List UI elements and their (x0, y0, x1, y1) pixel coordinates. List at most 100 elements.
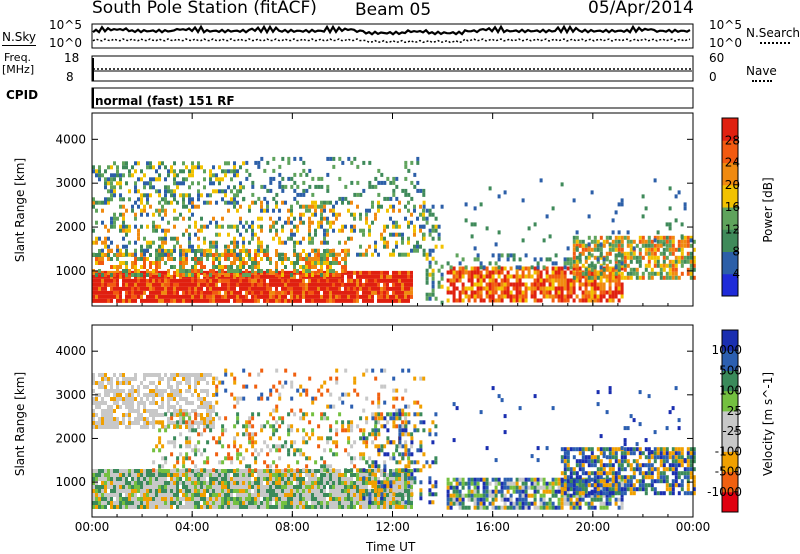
heatmap-cell (287, 469, 290, 473)
heatmap-cell (296, 468, 300, 473)
heatmap-cell (161, 393, 164, 397)
heatmap-cell (236, 448, 240, 453)
heatmap-cell (536, 261, 540, 266)
heatmap-cell (566, 266, 570, 271)
heatmap-cell (365, 396, 369, 401)
heatmap-cell (101, 477, 104, 481)
heatmap-cell (179, 181, 182, 186)
heatmap-cell (140, 497, 143, 501)
heatmap-cell (170, 477, 173, 481)
heatmap-cell (467, 274, 471, 279)
heatmap-cell (281, 240, 284, 245)
heatmap-cell (116, 381, 119, 385)
heatmap-cell (302, 278, 305, 283)
heatmap-cell (137, 477, 140, 481)
heatmap-cell (107, 177, 110, 182)
heatmap-cell (350, 501, 353, 505)
heatmap-cell (428, 232, 432, 237)
heatmap-cell (95, 485, 98, 489)
heatmap-cell (392, 497, 395, 501)
heatmap-cell (119, 294, 122, 299)
heatmap-cell (683, 255, 687, 260)
heatmap-cell (233, 396, 237, 401)
heatmap-cell (188, 248, 191, 253)
heatmap-cell (347, 270, 350, 275)
heatmap-cell (599, 294, 603, 299)
heatmap-cell (209, 269, 212, 273)
heatmap-cell (128, 240, 131, 245)
heatmap-cell (164, 165, 167, 170)
heatmap-cell (365, 278, 368, 283)
heatmap-cell (227, 505, 230, 509)
heatmap-cell (344, 294, 347, 299)
heatmap-cell (536, 270, 540, 275)
heatmap-cell (188, 244, 191, 249)
heatmap-cell (98, 497, 101, 501)
heatmap-cell (140, 248, 143, 253)
heatmap-cell (170, 249, 173, 253)
heatmap-cell (344, 298, 347, 303)
heatmap-cell (395, 282, 398, 287)
heatmap-cell (122, 497, 125, 501)
heatmap-cell (179, 421, 182, 425)
heatmap-cell (299, 274, 302, 279)
heatmap-cell (290, 184, 294, 189)
heatmap-cell (119, 286, 122, 291)
heatmap-cell (110, 165, 113, 170)
heatmap-cell (236, 505, 239, 509)
heatmap-cell (137, 473, 140, 477)
heatmap-cell (134, 377, 137, 381)
heatmap-cell (101, 501, 104, 505)
heatmap-cell (329, 220, 332, 225)
heatmap-cell (131, 393, 134, 397)
heatmap-cell (602, 286, 606, 291)
heatmap-cell (119, 265, 122, 269)
heatmap-cell (167, 473, 170, 477)
heatmap-cell (359, 477, 362, 481)
heatmap-cell (251, 184, 255, 189)
heatmap-cell (116, 385, 119, 389)
heatmap-cell (275, 497, 278, 501)
heatmap-cell (218, 501, 221, 505)
heatmap-cell (215, 501, 218, 505)
heatmap-cell (194, 381, 197, 385)
heatmap-cell (347, 200, 350, 205)
heatmap-cell (356, 204, 359, 209)
heatmap-cell (233, 485, 236, 489)
heatmap-cell (221, 460, 225, 465)
heatmap-cell (329, 428, 333, 433)
heatmap-cell (614, 282, 618, 287)
heatmap-cell (590, 261, 594, 266)
heatmap-cell (314, 497, 317, 501)
heatmap-cell (395, 485, 398, 489)
heatmap-cell (209, 240, 212, 245)
heatmap-cell (293, 265, 296, 269)
heatmap-cell (197, 273, 200, 277)
heatmap-cell (212, 497, 215, 501)
heatmap-cell (128, 489, 131, 493)
heatmap-cell (317, 274, 320, 279)
heatmap-cell (290, 208, 293, 213)
heatmap-cell (563, 298, 567, 303)
heatmap-cell (305, 456, 309, 461)
heatmap-cell (149, 185, 152, 190)
heatmap-cell (350, 481, 353, 485)
heatmap-cell (350, 460, 354, 465)
heatmap-cell (620, 235, 624, 240)
heatmap-cell (188, 185, 191, 190)
heatmap-cell (389, 416, 393, 421)
heatmap-cell (278, 270, 281, 275)
heatmap-cell (194, 428, 198, 433)
heatmap-cell (383, 228, 386, 233)
heatmap-cell (500, 266, 504, 271)
heatmap-cell (317, 290, 320, 295)
heatmap-cell (377, 420, 381, 425)
heatmap-cell (326, 232, 329, 237)
heatmap-cell (107, 485, 110, 489)
heatmap-cell (257, 265, 260, 269)
heatmap-cell (152, 460, 156, 465)
heatmap-cell (323, 257, 326, 261)
heatmap-cell (122, 286, 125, 291)
heatmap-cell (266, 420, 270, 425)
heatmap-cell (203, 468, 207, 473)
